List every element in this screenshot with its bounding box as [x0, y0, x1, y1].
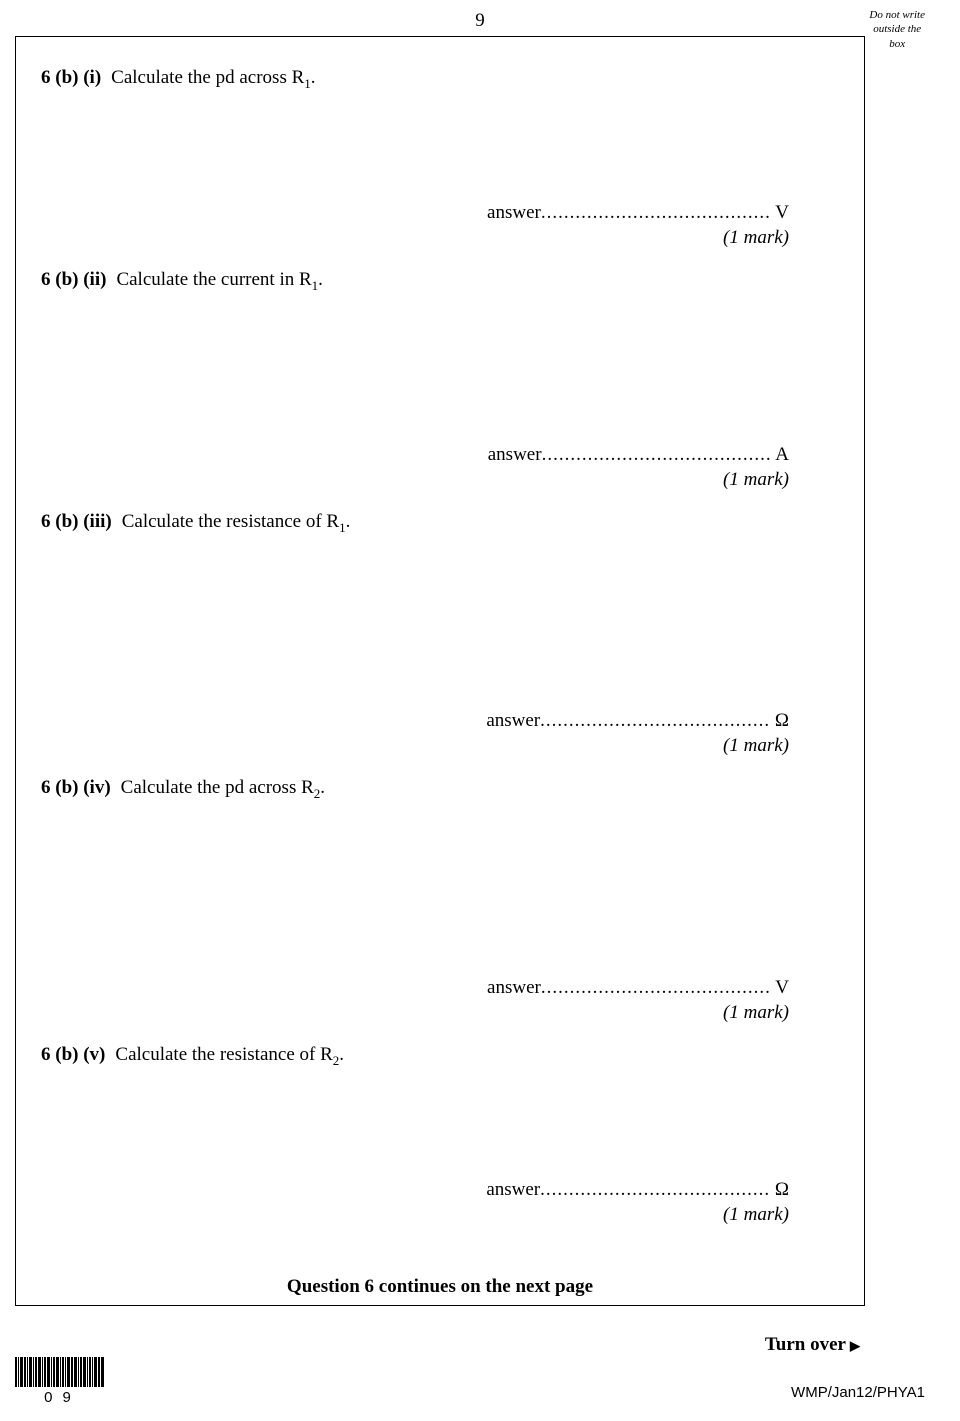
answer-dots: ........................................: [542, 444, 772, 465]
barcode: 09: [15, 1357, 110, 1406]
q-label: 6 (b) (ii): [41, 269, 106, 291]
barcode-text: 09: [15, 1389, 110, 1406]
question-6biii: 6 (b) (iii) Calculate the resistance of …: [41, 511, 839, 536]
answer-dots: ........................................: [540, 710, 770, 731]
answer-block-5: answer..................................…: [41, 1179, 839, 1226]
answer-block-2: answer..................................…: [41, 444, 839, 491]
q-text: Calculate the resistance of R2.: [115, 1044, 344, 1065]
q-text: Calculate the current in R1.: [116, 269, 322, 290]
continues-text: Question 6 continues on the next page: [41, 1276, 839, 1298]
q-label: 6 (b) (v): [41, 1044, 105, 1066]
answer-label: answer: [487, 202, 541, 223]
answer-dots: ........................................: [540, 1179, 770, 1200]
mark-text: (1 mark): [41, 227, 789, 249]
answer-label: answer: [486, 710, 540, 731]
answer-block-4: answer..................................…: [41, 977, 839, 1024]
answer-label: answer: [486, 1179, 540, 1200]
q-label: 6 (b) (iii): [41, 511, 112, 533]
question-6biv: 6 (b) (iv) Calculate the pd across R2.: [41, 777, 839, 802]
answer-dots: ........................................: [541, 977, 771, 998]
answer-unit: Ω: [775, 710, 789, 731]
mark-text: (1 mark): [41, 469, 789, 491]
q-text: Calculate the resistance of R1.: [122, 511, 351, 532]
mark-text: (1 mark): [41, 735, 789, 757]
q-label: 6 (b) (iv): [41, 777, 111, 799]
question-6bii: 6 (b) (ii) Calculate the current in R1.: [41, 269, 839, 294]
mark-text: (1 mark): [41, 1002, 789, 1024]
question-6bi: 6 (b) (i) Calculate the pd across R1.: [41, 67, 839, 92]
answer-block-3: answer..................................…: [41, 710, 839, 757]
barcode-bars: [15, 1357, 110, 1387]
answer-unit: A: [775, 444, 789, 465]
question-6bv: 6 (b) (v) Calculate the resistance of R2…: [41, 1044, 839, 1069]
q-label: 6 (b) (i): [41, 67, 101, 89]
answer-label: answer: [487, 977, 541, 998]
mark-text: (1 mark): [41, 1204, 789, 1226]
content-box: 6 (b) (i) Calculate the pd across R1. an…: [15, 36, 865, 1306]
answer-block-1: answer..................................…: [41, 202, 839, 249]
answer-label: answer: [488, 444, 542, 465]
q-text: Calculate the pd across R1.: [111, 67, 315, 88]
answer-unit: V: [775, 977, 789, 998]
turn-over: Turn over▶: [765, 1334, 860, 1356]
turn-arrow-icon: ▶: [850, 1338, 860, 1354]
q-text: Calculate the pd across R2.: [121, 777, 325, 798]
footer-code: WMP/Jan12/PHYA1: [791, 1384, 925, 1401]
answer-dots: ........................................: [541, 202, 771, 223]
margin-note: Do not writeoutside thebox: [869, 8, 925, 51]
answer-unit: V: [775, 202, 789, 223]
answer-unit: Ω: [775, 1179, 789, 1200]
page-number: 9: [475, 10, 485, 32]
